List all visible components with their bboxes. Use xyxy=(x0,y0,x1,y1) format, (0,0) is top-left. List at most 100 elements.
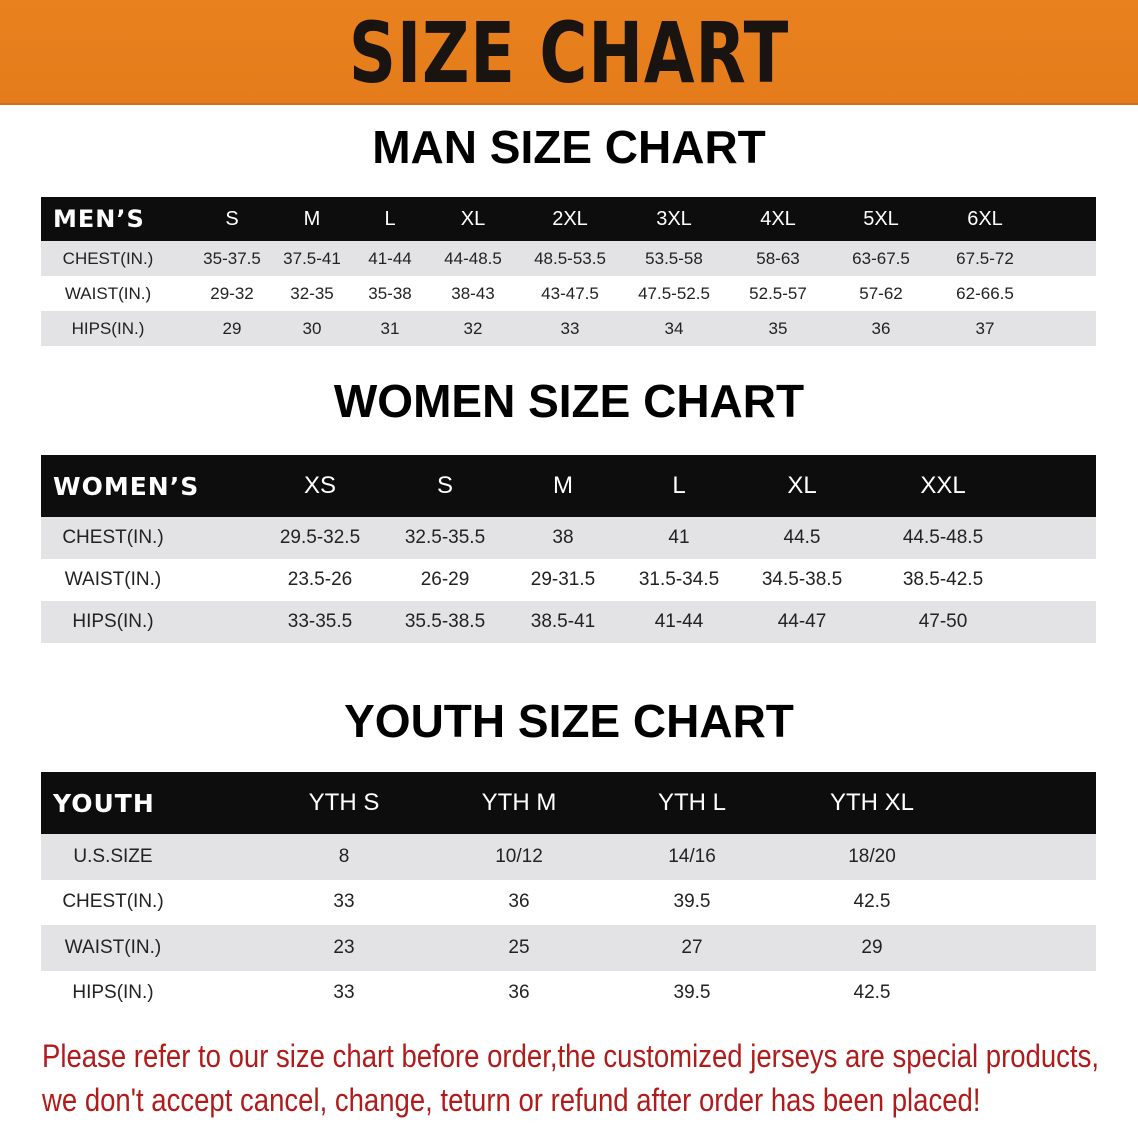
table-cell: 57-62 xyxy=(859,283,903,303)
row-label: WAIST(IN.) xyxy=(64,283,152,303)
table-cell: 27 xyxy=(681,936,703,958)
table-cell: 58-63 xyxy=(756,248,800,268)
table-row: U.S.SIZE 8 10/12 14/16 18/20 xyxy=(41,834,1096,880)
size-header: M xyxy=(553,472,573,499)
table-row: WAIST(IN.) 23.5-26 26-29 29-31.5 31.5-34.5 34… xyxy=(41,559,1096,601)
row-label: WAIST(IN.) xyxy=(64,936,162,958)
table-row: HIPS(IN.) 33 36 39.5 42.5 xyxy=(41,971,1096,1017)
table-cell: 29-31.5 xyxy=(530,569,596,590)
table-cell: 26-29 xyxy=(420,569,470,590)
table-cell: 32-35 xyxy=(290,283,334,303)
size-header: YTH M xyxy=(481,789,557,816)
table-cell: 35-38 xyxy=(368,283,412,303)
table-row: WAIST(IN.) 29-32 32-35 35-38 38-43 43-47.5 47.… xyxy=(41,276,1096,311)
row-label: CHEST(IN.) xyxy=(62,891,164,913)
header-label: MEN’S xyxy=(53,205,145,233)
table-row: WAIST(IN.) 23 25 27 29 xyxy=(41,925,1096,971)
size-header: 5XL xyxy=(863,207,899,230)
table-cell: 37 xyxy=(975,318,995,338)
size-header: 4XL xyxy=(760,207,796,230)
table-cell: 42.5 xyxy=(853,982,891,1004)
table-cell: 14/16 xyxy=(668,845,716,867)
table-cell: 53.5-58 xyxy=(645,248,703,268)
row-label: HIPS(IN.) xyxy=(71,318,145,338)
men-size-table: MEN’S S M L XL 2XL 3XL 4XL 5XL 6XL CHEST(IN.) 35-37… xyxy=(41,197,1096,346)
table-cell: 52.5-57 xyxy=(749,283,807,303)
table-cell: 33 xyxy=(333,891,355,913)
youth-section-title: YOUTH SIZE CHART xyxy=(344,695,794,747)
table-cell: 47.5-52.5 xyxy=(638,283,710,303)
table-cell: 30 xyxy=(302,318,322,338)
table-cell: 25 xyxy=(508,936,530,958)
table-cell: 47-50 xyxy=(918,611,968,632)
table-cell: 38 xyxy=(552,527,574,548)
table-cell: 38-43 xyxy=(451,283,495,303)
table-cell: 38.5-42.5 xyxy=(902,569,984,590)
size-header: M xyxy=(303,207,321,230)
table-cell: 33 xyxy=(560,318,580,338)
size-header: YTH S xyxy=(308,789,380,816)
table-cell: 44.5-48.5 xyxy=(902,527,984,548)
table-cell: 48.5-53.5 xyxy=(534,248,606,268)
table-header: YOUTH YTH S YTH M YTH L YTH XL xyxy=(41,772,1096,834)
table-cell: 43-47.5 xyxy=(541,283,599,303)
table-cell: 39.5 xyxy=(673,891,711,913)
table-cell: 44-48.5 xyxy=(444,248,502,268)
table-cell: 23 xyxy=(333,936,355,958)
table-row: HIPS(IN.) 29 30 31 32 33 34 35 36 37 xyxy=(41,311,1096,346)
women-section-title: WOMEN SIZE CHART xyxy=(333,375,805,427)
size-header: XL xyxy=(460,207,486,230)
table-row: CHEST(IN.) 29.5-32.5 32.5-35.5 38 41 44.5 44.5… xyxy=(41,517,1096,559)
size-header: XL xyxy=(787,472,817,499)
table-cell: 29-32 xyxy=(210,283,254,303)
table-cell: 41 xyxy=(668,527,690,548)
size-header: 3XL xyxy=(656,207,692,230)
size-header: L xyxy=(384,207,396,230)
table-cell: 44-47 xyxy=(777,611,827,632)
banner-title: SIZE CHART xyxy=(348,4,790,102)
row-label: CHEST(IN.) xyxy=(62,248,154,268)
table-cell: 8 xyxy=(338,845,350,867)
header-label: YOUTH xyxy=(53,788,155,818)
table-cell: 41-44 xyxy=(368,248,412,268)
table-cell: 33 xyxy=(333,982,355,1004)
table-row: HIPS(IN.) 33-35.5 35.5-38.5 38.5-41 41-44 44-… xyxy=(41,601,1096,643)
size-header: S xyxy=(436,472,454,499)
table-cell: 34.5-38.5 xyxy=(761,569,843,590)
table-cell: 35.5-38.5 xyxy=(404,611,486,632)
row-label: HIPS(IN.) xyxy=(72,611,154,632)
table-cell: 41-44 xyxy=(654,611,704,632)
table-cell: 35 xyxy=(768,318,788,338)
table-cell: 36 xyxy=(508,982,530,1004)
size-header: 6XL xyxy=(967,207,1003,230)
table-row: CHEST(IN.) 35-37.5 37.5-41 41-44 44-48.5 48.5… xyxy=(41,241,1096,276)
row-label: CHEST(IN.) xyxy=(62,527,164,548)
table-cell: 42.5 xyxy=(853,891,891,913)
table-cell: 39.5 xyxy=(673,982,711,1004)
table-cell: 35-37.5 xyxy=(203,248,261,268)
table-cell: 29.5-32.5 xyxy=(279,527,361,548)
header-label: WOMEN’S xyxy=(53,471,200,501)
table-cell: 34 xyxy=(664,318,684,338)
table-cell: 29 xyxy=(861,936,883,958)
table-cell: 36 xyxy=(871,318,891,338)
table-header: MEN’S S M L XL 2XL 3XL 4XL 5XL 6XL xyxy=(41,197,1096,241)
table-cell: 38.5-41 xyxy=(530,611,596,632)
size-header: YTH XL xyxy=(829,789,915,816)
table-cell: 62-66.5 xyxy=(956,283,1014,303)
notice-line-1: Please refer to our size chart before or… xyxy=(42,1038,1099,1074)
table-header: WOMEN’S XS S M L XL XXL xyxy=(41,455,1096,517)
size-header: XS xyxy=(303,472,337,499)
women-size-table: WOMEN’S XS S M L XL XXL CHEST(IN.) 29.5-32.5 32.5… xyxy=(41,455,1096,643)
row-label: HIPS(IN.) xyxy=(72,982,154,1004)
table-cell: 31.5-34.5 xyxy=(638,569,720,590)
size-header: S xyxy=(225,207,239,230)
table-cell: 10/12 xyxy=(495,845,543,867)
table-row: CHEST(IN.) 33 36 39.5 42.5 xyxy=(41,880,1096,926)
table-cell: 23.5-26 xyxy=(287,569,353,590)
row-label: WAIST(IN.) xyxy=(64,569,162,590)
table-cell: 67.5-72 xyxy=(956,248,1014,268)
table-cell: 33-35.5 xyxy=(287,611,353,632)
table-cell: 44.5 xyxy=(783,527,821,548)
table-cell: 29 xyxy=(222,318,242,338)
